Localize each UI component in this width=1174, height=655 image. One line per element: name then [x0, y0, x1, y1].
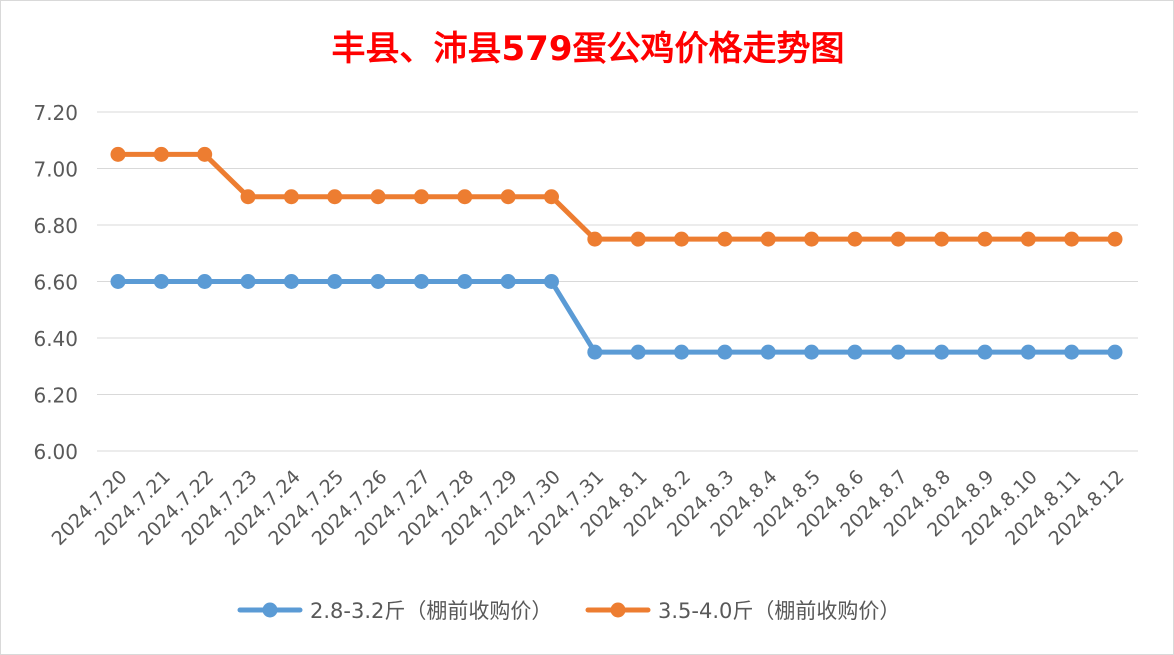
data-point	[1107, 344, 1123, 360]
data-point	[197, 274, 213, 289]
data-point	[240, 189, 256, 205]
data-point	[630, 344, 646, 360]
legend-label: 3.5-4.0斤（棚前收购价）	[658, 599, 900, 623]
data-point	[847, 344, 863, 360]
y-tick-label: 6.40	[33, 327, 78, 351]
legend-item: 3.5-4.0斤（棚前收购价）	[585, 599, 900, 623]
data-point	[457, 274, 473, 289]
data-point	[1064, 344, 1080, 360]
y-tick-label: 6.20	[33, 384, 78, 408]
data-point	[413, 274, 429, 289]
data-point	[804, 231, 820, 247]
data-point	[543, 189, 559, 205]
series-1	[110, 274, 1123, 360]
data-point	[110, 274, 126, 289]
data-point	[587, 231, 603, 247]
y-tick-label: 6.60	[33, 271, 78, 295]
y-tick-label: 7.00	[33, 158, 78, 182]
data-point	[1020, 231, 1036, 247]
legend-label: 2.8-3.2斤（棚前收购价）	[310, 599, 552, 623]
y-tick-label: 7.20	[33, 101, 78, 125]
data-point	[153, 274, 169, 289]
data-point	[327, 274, 343, 289]
data-point	[1107, 231, 1123, 247]
data-point	[457, 189, 473, 205]
series-2	[110, 146, 1123, 247]
data-point	[240, 274, 256, 289]
chart-title: 丰县、沛县579蛋公鸡价格走势图	[332, 29, 845, 69]
data-point	[1020, 344, 1036, 360]
data-point	[847, 231, 863, 247]
data-point	[543, 274, 559, 289]
y-tick-label: 6.80	[33, 214, 78, 238]
data-point	[370, 274, 386, 289]
data-point	[500, 189, 516, 205]
y-tick-label: 6.00	[33, 440, 78, 464]
legend: 2.8-3.2斤（棚前收购价） 3.5-4.0斤（棚前收购价）	[237, 599, 900, 623]
data-point	[717, 231, 733, 247]
data-point	[110, 146, 126, 162]
data-point	[413, 189, 429, 205]
data-point	[1064, 231, 1080, 247]
data-point	[500, 274, 516, 289]
data-point	[674, 344, 690, 360]
data-point	[977, 231, 993, 247]
data-point	[327, 189, 343, 205]
series-line	[115, 151, 1118, 242]
data-point	[804, 344, 820, 360]
data-point	[153, 146, 169, 162]
data-point	[674, 231, 690, 247]
series-group	[110, 146, 1123, 360]
data-point	[283, 189, 299, 205]
y-axis-ticks: 6.00 6.20 6.40 6.60 6.80 7.00 7.20	[33, 101, 78, 464]
data-point	[197, 146, 213, 162]
data-point	[283, 274, 299, 289]
data-point	[977, 344, 993, 360]
legend-swatch-marker	[610, 602, 626, 618]
data-point	[890, 231, 906, 247]
data-point	[760, 344, 776, 360]
data-point	[934, 344, 950, 360]
data-point	[890, 344, 906, 360]
data-point	[760, 231, 776, 247]
legend-swatch-marker	[262, 602, 278, 618]
data-point	[934, 231, 950, 247]
x-axis-ticks: 2024.7.202024.7.212024.7.222024.7.232024…	[48, 466, 1129, 550]
legend-item: 2.8-3.2斤（棚前收购价）	[237, 599, 552, 623]
data-point	[587, 344, 603, 360]
series-line	[115, 279, 1118, 355]
data-point	[630, 231, 646, 247]
data-point	[717, 344, 733, 360]
grid-lines	[97, 111, 1138, 452]
data-point	[370, 189, 386, 205]
